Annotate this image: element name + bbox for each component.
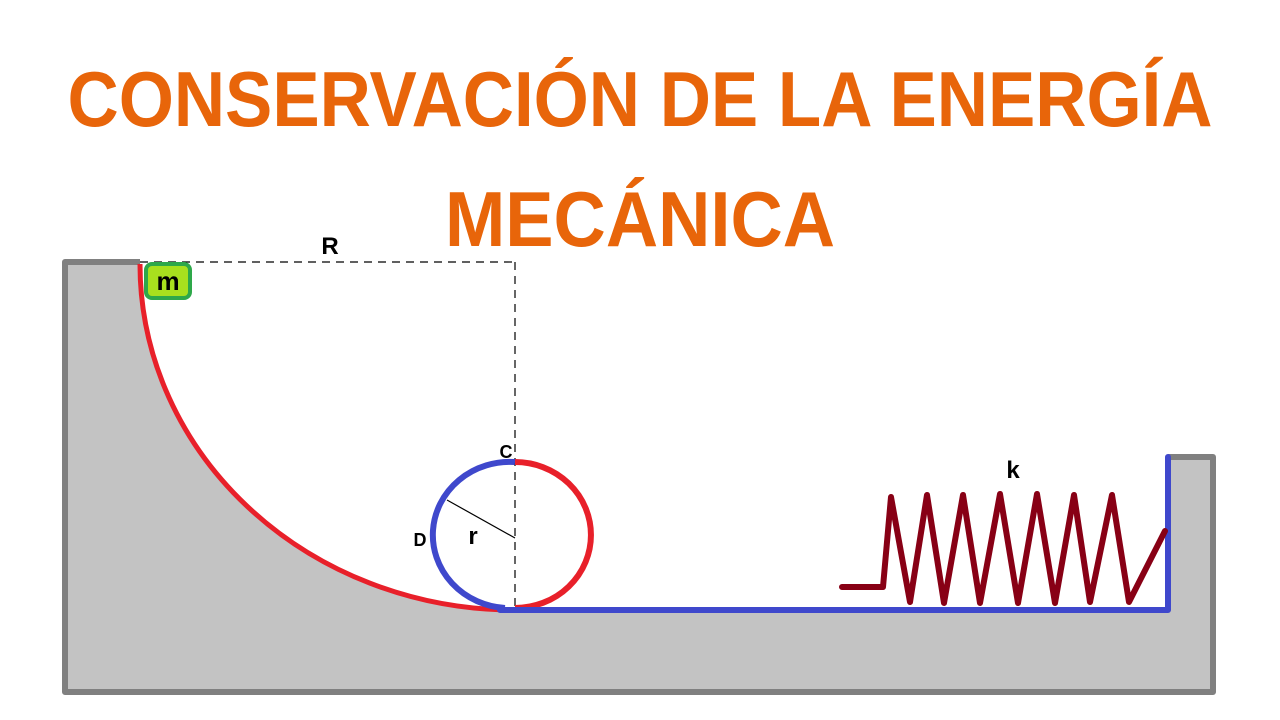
big-radius-label: R <box>321 233 338 260</box>
title-line-2: MECÁNICA <box>445 175 835 263</box>
ground-outline-left <box>62 259 1216 695</box>
spring-constant-label: k <box>1006 457 1020 484</box>
spring <box>839 491 1168 606</box>
mass-label: m <box>156 266 179 296</box>
ground-fill <box>65 262 1213 692</box>
point-d-label: D <box>414 530 427 550</box>
small-radius-label: r <box>468 523 477 550</box>
curved-ramp-track <box>137 263 506 613</box>
radius-r-line <box>446 499 516 539</box>
loop-left-half <box>429 458 516 611</box>
point-c-label: C <box>500 442 513 462</box>
title-line-1: CONSERVACIÓN DE LA ENERGÍA <box>68 55 1213 143</box>
floor-track <box>497 454 1171 613</box>
mass-block <box>144 262 192 300</box>
loop-right-half <box>514 459 594 611</box>
